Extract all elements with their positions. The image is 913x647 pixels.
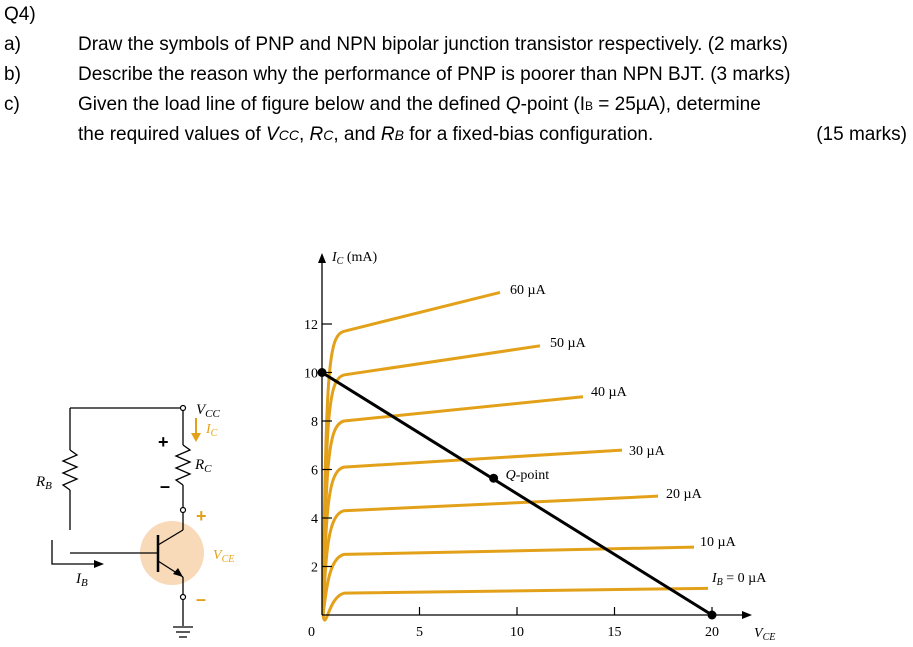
series-label: 40 µA: [591, 385, 628, 400]
y-tick-label: 8: [311, 415, 318, 430]
question-c-text-1c: = 25µA), determine: [593, 94, 761, 115]
question-c-text-2b: for a fixed-bias configuration.: [403, 124, 654, 145]
vce-minus-sign: –: [196, 589, 206, 609]
ib-arrow-icon: [94, 560, 104, 568]
x-tick-label: 5: [416, 625, 423, 640]
rc-plus-sign: +: [158, 432, 169, 452]
question-c-marks: (15 marks): [816, 124, 907, 145]
ic-arrow-icon: [191, 433, 201, 442]
vce-plus-sign: +: [196, 506, 207, 526]
vce-label: VCE: [213, 548, 234, 565]
y-tick-label: 12: [304, 318, 318, 333]
question-c-text-line2: the required values of VCC, RC, and RB f…: [78, 120, 653, 150]
question-c-vcc-sub: CC: [278, 127, 299, 143]
series-label: 20 µA: [666, 487, 703, 502]
x-tick-label: 0: [308, 625, 315, 640]
ib-label: IB: [75, 571, 88, 589]
ib-curve: [321, 291, 501, 616]
emitter-arrow-icon: [173, 568, 183, 577]
rc-resistor: [174, 444, 192, 486]
question-c-rb: R: [380, 124, 395, 145]
x-tick-label: 10: [510, 625, 524, 640]
q-point-label: Q-point: [506, 468, 550, 483]
series-label-ib0: IB = 0 µA: [711, 571, 767, 588]
question-heading: Q4): [4, 4, 36, 25]
x-axis-title: VCE: [754, 626, 775, 643]
output-characteristics-chart: Q-point 0 5 10 15 20 2 4 6 8 10 12 IC (mA) VCE 60 …: [304, 250, 775, 643]
question-c-text-1b: -point (I: [520, 94, 585, 115]
y-axis-arrow-icon: [318, 253, 326, 263]
rc-label: RC: [194, 457, 212, 475]
ib-curve: [321, 545, 695, 616]
question-c-text-line1: Given the load line of figure below and …: [78, 90, 761, 121]
rc-minus-sign: –: [160, 476, 170, 496]
ic-label: IC: [205, 422, 218, 439]
y-tick-label: 6: [311, 464, 318, 479]
x-tick-label: 15: [608, 625, 622, 640]
ib-arrow-line: [51, 540, 96, 565]
vcc-label: VCC: [196, 402, 221, 420]
series-label: 50 µA: [550, 336, 587, 351]
x-axis-arrow-icon: [742, 611, 752, 619]
ib-curve: [321, 586, 709, 622]
question-c-rc: R: [309, 124, 324, 145]
question-c-sep2: , and: [333, 124, 381, 145]
axis-ticks: 0 5 10 15 20 2 4 6 8 10 12: [304, 318, 719, 640]
question-a-text: Draw the symbols of PNP and NPN bipolar …: [78, 34, 788, 55]
question-c-rb-sub: B: [394, 127, 404, 143]
question-c-vcc: V: [266, 124, 279, 145]
y-tick-label: 2: [311, 561, 318, 576]
npn-transistor-symbol: [70, 512, 193, 638]
question-c-text-1a: Given the load line of figure below and …: [78, 94, 506, 115]
collector-terminal: [179, 506, 187, 514]
series-labels: 60 µA 50 µA 40 µA 30 µA 20 µA 10 µA IB = 0 µA: [510, 283, 767, 588]
y-axis-title: IC (mA): [331, 250, 378, 267]
y-tick-label: 4: [311, 512, 318, 527]
rb-label: RB: [35, 474, 52, 492]
question-c-sep1: ,: [298, 124, 310, 145]
transistor-highlight: [140, 521, 204, 585]
emitter-terminal: [179, 593, 187, 601]
question-c-rc-sub: C: [323, 127, 334, 143]
ib-curve: [321, 494, 659, 616]
fixed-bias-circuit: [61, 407, 192, 530]
q-point-marker: [489, 473, 499, 483]
question-b-label: b): [4, 64, 21, 85]
series-label: 30 µA: [629, 444, 666, 459]
vcc-terminal: [179, 404, 187, 412]
rb-resistor: [61, 449, 79, 491]
question-c-ib-sub: B: [585, 99, 594, 113]
y-tick-label: 10: [304, 367, 318, 382]
question-b-text: Describe the reason why the performance …: [78, 64, 791, 85]
load-line: [321, 371, 713, 617]
question-c-label: c): [4, 94, 20, 115]
x-tick-label: 20: [705, 625, 719, 640]
question-c-text-2a: the required values of: [78, 124, 267, 145]
series-label: 60 µA: [510, 283, 547, 298]
collector-lead: [157, 529, 184, 546]
series-label: 10 µA: [700, 535, 737, 550]
question-a-label: a): [4, 34, 21, 55]
question-c-q-italic: Q: [505, 94, 521, 115]
